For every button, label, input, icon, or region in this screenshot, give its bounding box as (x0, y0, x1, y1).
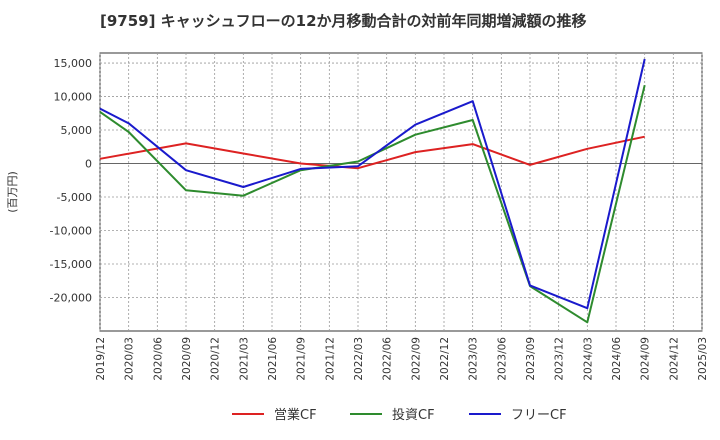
y-tick-label: 10,000 (54, 91, 93, 104)
x-tick-label: 2022/09 (410, 337, 422, 381)
x-tick-label: 2024/09 (640, 337, 652, 381)
x-tick-label: 2024/03 (582, 337, 594, 381)
legend-label: 投資CF (392, 407, 435, 423)
legend-label: 営業CF (274, 407, 317, 423)
y-axis-label: (百万円) (6, 171, 19, 213)
x-tick-label: 2020/09 (181, 337, 193, 381)
x-tick-label: 2020/12 (210, 337, 222, 381)
x-tick-label: 2020/06 (152, 337, 164, 381)
y-tick-label: -15,000 (50, 258, 92, 271)
chart-title: [9759] キャッシュフローの12か月移動合計の対前年同期増減額の推移 (100, 12, 587, 30)
series-line-1 (99, 135, 645, 170)
y-tick-label: 0 (85, 158, 92, 171)
x-tick-label: 2024/06 (611, 337, 623, 381)
x-tick-label: 2023/03 (468, 337, 480, 381)
x-tick-label: 2021/12 (324, 337, 336, 381)
x-tick-label: 2021/06 (267, 337, 279, 381)
series-line-3 (99, 58, 646, 310)
x-tick-label: 2024/12 (668, 337, 680, 381)
x-tick-label: 2025/03 (697, 337, 709, 381)
plot-frame (99, 52, 703, 332)
x-tick-label: 2022/12 (439, 337, 451, 381)
y-tick-label: -5,000 (57, 191, 92, 204)
y-tick-label: -20,000 (50, 292, 92, 305)
y-tick-label: 5,000 (61, 124, 93, 137)
x-tick-label: 2019/12 (95, 337, 107, 381)
series-line-2 (99, 84, 646, 324)
x-tick-label: 2021/09 (296, 337, 308, 381)
x-tick-label: 2023/06 (496, 337, 508, 381)
x-tick-label: 2021/03 (238, 337, 250, 381)
x-tick-label: 2023/09 (525, 337, 537, 381)
x-tick-label: 2023/12 (554, 337, 566, 381)
legend-label: フリーCF (511, 408, 567, 423)
x-tick-label: 2022/03 (353, 337, 365, 381)
y-tick-label: -10,000 (50, 225, 92, 238)
y-tick-label: 15,000 (54, 57, 93, 70)
x-tick-label: 2022/06 (382, 337, 394, 381)
x-tick-label: 2020/03 (124, 337, 136, 381)
